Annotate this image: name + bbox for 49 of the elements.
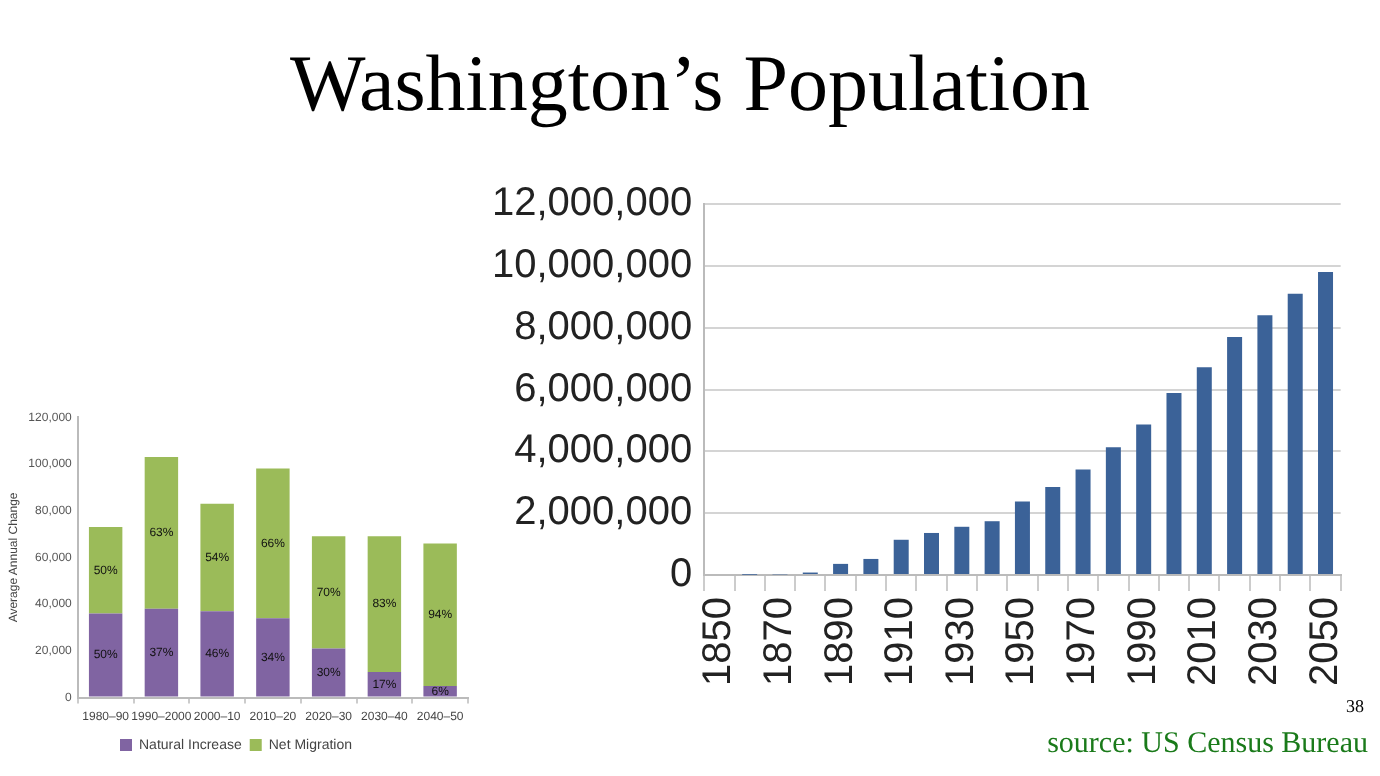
- bar: [1075, 469, 1091, 575]
- x-tick-label: 1910: [878, 597, 923, 687]
- bar: [256, 618, 290, 697]
- y-tick-label: 4,000,000: [514, 428, 693, 473]
- bar: [311, 536, 346, 649]
- y-tick-label: 8,000,000: [514, 304, 693, 349]
- bar: [367, 536, 402, 672]
- x-tick-label: 1890: [817, 597, 862, 687]
- bar: [984, 521, 1000, 575]
- x-tick-label: 2010: [1181, 597, 1226, 687]
- x-tick-label: 2030: [1241, 597, 1286, 687]
- x-tick-label: 1930: [938, 597, 983, 687]
- y-tick-label: 10,000,000: [491, 242, 693, 287]
- x-tick-label: 1950: [999, 597, 1044, 687]
- bar: [88, 613, 123, 697]
- bar: [1257, 315, 1273, 575]
- bar: [200, 503, 234, 612]
- y-tick-label: 0: [669, 552, 693, 597]
- source-note: source: US Census Bureau: [1047, 728, 1368, 762]
- y-tick-label: 2,000,000: [514, 490, 693, 535]
- bar: [1014, 501, 1030, 575]
- bar: [1318, 272, 1334, 575]
- y-tick-label: 12,000,000: [491, 181, 693, 226]
- bar: [893, 539, 909, 575]
- bar: [88, 527, 123, 614]
- bar: [1196, 367, 1212, 575]
- bar: [924, 532, 940, 575]
- text: 38: [1346, 696, 1364, 716]
- bar: [200, 611, 234, 697]
- chart-title: Washington’s Population: [287, 36, 1093, 130]
- bar: [144, 608, 179, 697]
- bar: [1166, 392, 1182, 575]
- x-tick-label: 2050: [1302, 597, 1347, 687]
- bar: [1136, 424, 1152, 575]
- bar: [954, 526, 970, 575]
- bar: [1287, 293, 1303, 575]
- y-tick-label: 6,000,000: [514, 366, 693, 411]
- bar: [863, 558, 879, 575]
- x-tick-label: 1850: [696, 597, 741, 687]
- bar: [144, 456, 179, 609]
- x-tick-label: 1870: [757, 597, 801, 687]
- bar: [256, 468, 290, 619]
- bar: [1227, 336, 1243, 575]
- x-tick-label: 1990: [1120, 597, 1165, 687]
- bar: [833, 563, 849, 575]
- bar: [423, 543, 457, 686]
- bar: [1105, 447, 1121, 575]
- bar: [1045, 486, 1061, 575]
- x-tick-label: 1970: [1060, 597, 1105, 687]
